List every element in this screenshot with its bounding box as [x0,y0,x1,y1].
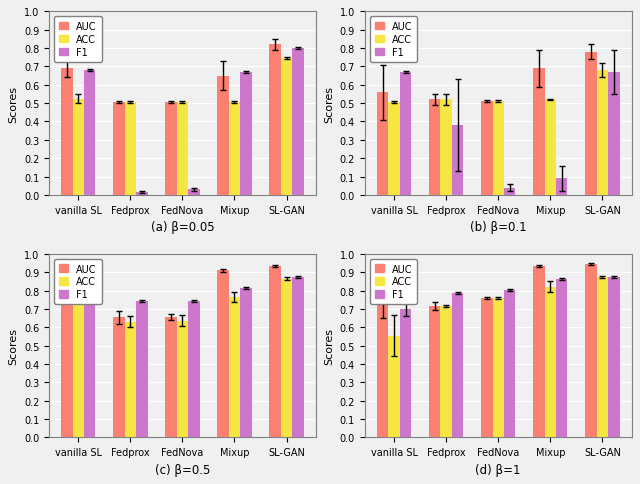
Bar [452,126,463,196]
Bar [136,193,148,196]
Bar [125,322,136,438]
Bar [113,318,125,438]
Y-axis label: Scores: Scores [8,328,19,364]
Bar [269,266,281,438]
Legend: AUC, ACC, F1: AUC, ACC, F1 [370,17,417,62]
Bar [61,69,72,196]
Legend: AUC, ACC, F1: AUC, ACC, F1 [370,259,417,304]
X-axis label: (c) β=0.5: (c) β=0.5 [155,463,210,476]
Bar [556,179,568,196]
Legend: AUC, ACC, F1: AUC, ACC, F1 [54,17,102,62]
X-axis label: (d) β=1: (d) β=1 [476,463,521,476]
Bar [228,103,240,196]
Bar [429,306,440,438]
Bar [493,298,504,438]
Bar [377,93,388,196]
Bar [281,59,292,196]
Bar [228,297,240,438]
Bar [452,294,463,438]
Bar [429,100,440,196]
Bar [504,290,515,438]
Bar [608,277,620,438]
Bar [556,279,568,438]
Bar [188,301,200,438]
Bar [596,277,608,438]
Bar [493,102,504,196]
Bar [188,190,200,196]
X-axis label: (a) β=0.05: (a) β=0.05 [150,221,214,234]
Bar [504,188,515,196]
Bar [533,266,545,438]
Bar [125,103,136,196]
Bar [377,296,388,438]
Bar [269,45,281,196]
Bar [440,100,452,196]
Bar [585,53,596,196]
Bar [585,264,596,438]
Y-axis label: Scores: Scores [324,328,334,364]
Bar [84,71,95,196]
Bar [84,291,95,438]
Bar [218,271,228,438]
Bar [177,321,188,438]
Bar [545,100,556,196]
Bar [240,73,252,196]
X-axis label: (b) β=0.1: (b) β=0.1 [470,221,527,234]
Bar [400,73,412,196]
Bar [72,99,84,196]
Bar [481,102,493,196]
Bar [388,103,400,196]
Bar [440,306,452,438]
Bar [400,309,412,438]
Bar [292,277,304,438]
Bar [533,69,545,196]
Y-axis label: Scores: Scores [8,86,19,122]
Bar [165,103,177,196]
Bar [388,336,400,438]
Bar [281,279,292,438]
Bar [292,49,304,196]
Y-axis label: Scores: Scores [324,86,334,122]
Bar [596,71,608,196]
Bar [113,103,125,196]
Bar [218,76,228,196]
Bar [61,277,72,438]
Bar [240,288,252,438]
Bar [608,73,620,196]
Bar [481,298,493,438]
Bar [136,301,148,438]
Legend: AUC, ACC, F1: AUC, ACC, F1 [54,259,102,304]
Bar [545,287,556,438]
Bar [72,300,84,438]
Bar [177,103,188,196]
Bar [165,318,177,438]
